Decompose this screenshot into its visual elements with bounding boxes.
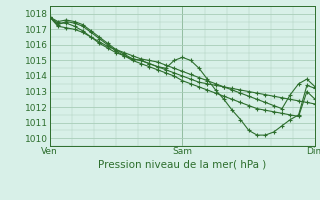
X-axis label: Pression niveau de la mer( hPa ): Pression niveau de la mer( hPa ) [98,159,267,169]
